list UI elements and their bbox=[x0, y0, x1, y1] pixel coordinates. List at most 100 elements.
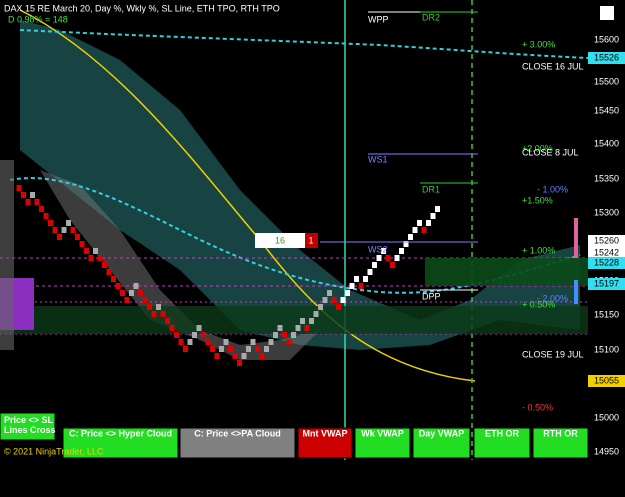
order-count: 1 bbox=[308, 235, 313, 245]
button-label[interactable]: ETH OR bbox=[485, 428, 520, 438]
renko-brick bbox=[268, 339, 274, 345]
tpo-profile bbox=[0, 160, 14, 350]
renko-brick bbox=[66, 220, 71, 226]
renko-brick bbox=[318, 304, 323, 310]
renko-brick bbox=[237, 360, 242, 366]
renko-brick bbox=[300, 318, 305, 324]
price-tag bbox=[588, 375, 625, 387]
renko-brick bbox=[124, 297, 130, 303]
status-bar bbox=[0, 460, 625, 497]
note: +2.00% bbox=[522, 143, 553, 153]
renko-brick bbox=[259, 353, 265, 359]
price-label: 15350 bbox=[594, 173, 619, 183]
button[interactable] bbox=[473, 427, 531, 459]
renko-brick bbox=[120, 290, 125, 296]
price-label: 15400 bbox=[594, 138, 619, 148]
price-label: 15500 bbox=[594, 76, 619, 86]
renko-brick bbox=[129, 290, 134, 296]
renko-brick bbox=[430, 213, 436, 219]
renko-brick bbox=[84, 248, 89, 254]
button[interactable] bbox=[354, 427, 411, 459]
button[interactable] bbox=[0, 412, 56, 441]
range-zone bbox=[425, 258, 588, 286]
note: - 1.00% bbox=[537, 184, 568, 194]
note: + 0.50% bbox=[522, 299, 555, 309]
level-label: WS1 bbox=[368, 154, 388, 164]
chart-title: DAX 15 RE March 20, Day %, Wkly %, SL Li… bbox=[4, 3, 280, 13]
renko-brick bbox=[75, 234, 80, 240]
renko-brick bbox=[16, 185, 22, 191]
renko-brick bbox=[115, 283, 121, 289]
button-label[interactable]: RTH OR bbox=[543, 428, 578, 438]
renko-brick bbox=[187, 339, 193, 345]
note: + 3.00% bbox=[522, 39, 555, 49]
renko-brick bbox=[304, 325, 310, 331]
renko-brick bbox=[142, 297, 148, 303]
renko-brick bbox=[385, 255, 391, 261]
note: + 1.00% bbox=[522, 245, 555, 255]
renko-brick bbox=[192, 332, 197, 338]
order-box[interactable] bbox=[255, 233, 305, 248]
renko-brick bbox=[408, 234, 413, 240]
note: - 0.50% bbox=[522, 402, 553, 412]
button[interactable] bbox=[179, 427, 296, 459]
note: CLOSE 16 JUL bbox=[522, 61, 584, 71]
button[interactable] bbox=[532, 427, 589, 459]
renko-brick bbox=[174, 332, 179, 338]
price-tag bbox=[588, 52, 625, 64]
order-qty: 16 bbox=[275, 235, 285, 245]
vwap-band bbox=[19, 29, 589, 59]
price-label: 15300 bbox=[594, 207, 619, 217]
price-tag bbox=[588, 257, 625, 269]
renko-brick bbox=[403, 241, 409, 247]
renko-brick bbox=[435, 206, 440, 212]
renko-brick bbox=[178, 339, 184, 345]
price-label: 14950 bbox=[594, 446, 619, 456]
renko-brick bbox=[273, 332, 278, 338]
price-tag-label: 15260 bbox=[594, 235, 619, 245]
level-label: DPP bbox=[422, 291, 441, 301]
cloud bbox=[20, 20, 580, 350]
renko-brick bbox=[246, 346, 251, 352]
renko-brick bbox=[57, 234, 62, 240]
renko-brick bbox=[39, 206, 44, 212]
renko-brick bbox=[264, 346, 269, 352]
renko-brick bbox=[223, 339, 229, 345]
renko-brick bbox=[156, 304, 161, 310]
level-label: WPP bbox=[368, 14, 389, 24]
level-label: WS2 bbox=[368, 244, 388, 254]
button-label[interactable]: C: Price <> Hyper Cloud bbox=[69, 428, 172, 438]
renko-brick bbox=[340, 297, 346, 303]
renko-brick bbox=[102, 262, 107, 268]
button-label[interactable]: Day VWAP bbox=[419, 428, 465, 438]
renko-brick bbox=[219, 346, 224, 352]
renko-brick bbox=[363, 276, 368, 282]
renko-brick bbox=[309, 318, 314, 324]
chart-subtitle: D 0.98% = 148 bbox=[8, 14, 68, 24]
price-tag-label: 15197 bbox=[594, 278, 619, 288]
renko-brick bbox=[291, 332, 296, 338]
renko-brick bbox=[214, 353, 220, 359]
renko-brick bbox=[241, 353, 247, 359]
order-count-box[interactable] bbox=[305, 233, 318, 248]
button-label[interactable]: Mnt VWAP bbox=[303, 428, 348, 438]
button-label[interactable]: C: Price <>PA Cloud bbox=[194, 428, 281, 438]
button[interactable] bbox=[62, 427, 179, 459]
renko-brick bbox=[70, 227, 76, 233]
renko-brick bbox=[25, 199, 31, 205]
renko-brick bbox=[367, 269, 373, 275]
price-tag-label: 15242 bbox=[594, 247, 619, 257]
renko-brick bbox=[93, 248, 98, 254]
button[interactable] bbox=[412, 427, 471, 459]
axis-button[interactable] bbox=[600, 6, 614, 20]
renko-brick bbox=[30, 192, 35, 198]
button-label[interactable]: Wk VWAP bbox=[361, 428, 404, 438]
renko-brick bbox=[133, 283, 139, 289]
renko-brick bbox=[97, 255, 103, 261]
button[interactable] bbox=[297, 427, 353, 459]
renko-brick bbox=[79, 241, 85, 247]
renko-brick bbox=[228, 346, 233, 352]
renko-brick bbox=[390, 262, 395, 268]
renko-brick bbox=[421, 227, 427, 233]
renko-brick bbox=[282, 332, 287, 338]
